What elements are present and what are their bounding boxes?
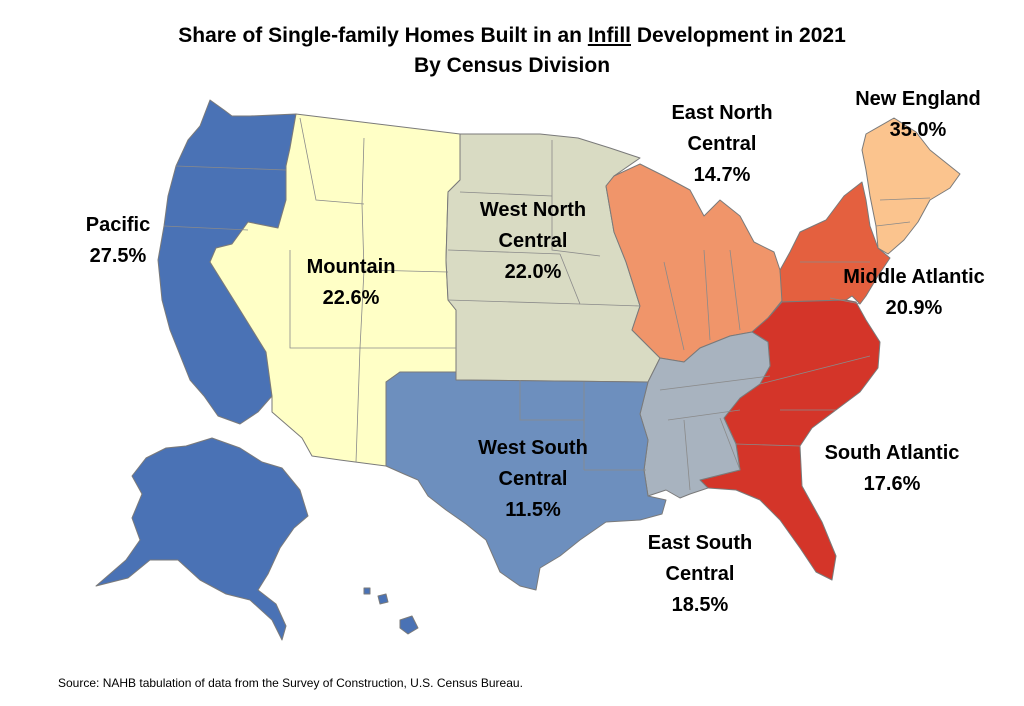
- state-line-sc-nc: [759, 355, 871, 411]
- map-subtitle: By Census Division: [413, 54, 611, 77]
- label-pacific-name: Pacific: [85, 214, 151, 236]
- label-middle-atlantic-value: 20.9%: [885, 297, 943, 319]
- label-east-north-central-line1: East North: [671, 102, 773, 124]
- label-west-north-central-line2: Central: [498, 230, 568, 252]
- label-west-north-central: West North Central 22.0%: [480, 195, 586, 288]
- state-line-wa-or: [175, 165, 287, 171]
- label-new-england-name: New England: [855, 88, 981, 110]
- state-line-tn-ky: [659, 375, 771, 421]
- label-east-north-central-value: 14.7%: [693, 164, 751, 186]
- label-west-north-central-line1: West North: [479, 199, 587, 221]
- state-line-new-england: [875, 197, 931, 227]
- label-middle-atlantic: Middle Atlantic 20.9%: [843, 262, 984, 324]
- state-line-wy: [361, 137, 449, 273]
- state-line-mn-ia: [551, 140, 641, 307]
- region-pacific-alaska: [95, 437, 309, 641]
- state-line-or-ca: [163, 225, 249, 231]
- label-south-atlantic-name: South Atlantic: [824, 442, 960, 464]
- state-line-il-in-oh: [663, 249, 741, 351]
- region-pacific-hawaii: [399, 615, 419, 635]
- region-middle-atlantic: [779, 181, 891, 305]
- state-line-dakotas: [447, 191, 581, 305]
- label-west-south-central-value: 11.5%: [505, 499, 561, 521]
- label-east-south-central: East South Central 18.5%: [648, 528, 752, 621]
- state-line-ny-pa: [800, 261, 870, 305]
- label-west-south-central: West South Central 11.5%: [478, 433, 588, 526]
- source-note: Source: NAHB tabulation of data from the…: [58, 676, 523, 690]
- label-pacific-value: 27.5%: [89, 245, 147, 267]
- label-west-south-central-line2: Central: [498, 468, 568, 490]
- label-mountain-value: 22.6%: [322, 287, 380, 309]
- label-west-north-central-value: 22.0%: [504, 261, 562, 283]
- label-east-south-central-value: 18.5%: [671, 594, 729, 616]
- title-line1-start: Share of Single-family Homes Built in an: [178, 24, 588, 47]
- label-east-south-central-line1: East South: [647, 532, 753, 554]
- label-new-england-value: 35.0%: [889, 119, 947, 141]
- label-middle-atlantic-name: Middle Atlantic: [843, 266, 985, 288]
- title-underlined-word: Infill: [587, 24, 631, 47]
- state-line-ok-ar: [519, 380, 585, 470]
- state-line-ms-al-ga: [683, 417, 801, 491]
- label-mountain: Mountain 22.6%: [307, 252, 396, 314]
- region-west-south-central: [385, 371, 667, 591]
- map-title: Share of Single-family Homes Built in an…: [0, 22, 1024, 50]
- region-pacific-hawaii-small: [363, 587, 389, 605]
- label-new-england: New England 35.0%: [855, 84, 981, 146]
- region-new-england: [861, 117, 961, 255]
- state-line-az-nm: [355, 269, 365, 463]
- label-east-south-central-line2: Central: [665, 563, 735, 585]
- state-line-ut-co: [289, 250, 456, 349]
- label-south-atlantic-value: 17.6%: [863, 473, 921, 495]
- label-mountain-name: Mountain: [306, 256, 396, 278]
- title-line1-end: Development in 2021: [631, 24, 846, 47]
- label-east-north-central: East North Central 14.7%: [671, 98, 772, 191]
- state-line-id-mt: [299, 117, 365, 205]
- label-west-south-central-line1: West South: [478, 437, 588, 459]
- label-east-north-central-line2: Central: [687, 133, 757, 155]
- label-south-atlantic: South Atlantic 17.6%: [825, 438, 960, 500]
- label-pacific: Pacific 27.5%: [86, 210, 150, 272]
